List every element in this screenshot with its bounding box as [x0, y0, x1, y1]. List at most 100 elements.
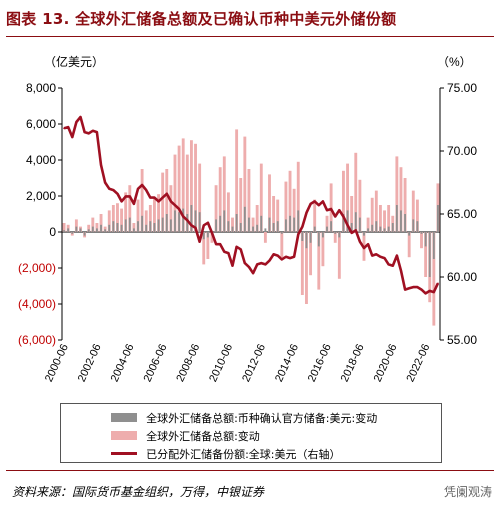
total-change-bar	[218, 167, 222, 232]
usd-share-point	[211, 232, 213, 234]
total-change-bar	[424, 232, 428, 277]
total-change-bar	[202, 232, 206, 265]
legend-swatch-usd-share	[111, 452, 137, 455]
usd-change-bar	[100, 224, 102, 232]
total-change-bar	[206, 232, 210, 259]
usd-change-bar	[132, 228, 135, 232]
usd-share-point	[301, 225, 304, 228]
left-tick-label: 0	[49, 225, 56, 239]
usd-share-point	[63, 127, 65, 130]
total-change-bar	[251, 217, 255, 232]
usd-share-line-group	[63, 115, 440, 295]
usd-change-bar	[215, 219, 218, 232]
total-change-bar	[342, 170, 345, 232]
usd-change-bar	[280, 232, 283, 234]
usd-share-point	[396, 254, 398, 257]
usd-change-bar	[276, 221, 279, 232]
total-change-bar	[383, 210, 386, 232]
usd-share-point	[289, 257, 291, 259]
total-change-bar	[247, 169, 251, 232]
total-change-bar	[268, 174, 271, 232]
usd-share-point	[313, 200, 316, 203]
usd-change-bar	[404, 214, 407, 232]
usd-change-bar	[206, 232, 209, 238]
total-change-bar	[321, 232, 325, 267]
total-change-bar	[403, 178, 407, 232]
usd-change-bar	[321, 232, 324, 238]
usd-change-bar	[400, 210, 402, 232]
right-tick-label: 55.00	[447, 333, 477, 347]
total-change-bar	[144, 210, 148, 232]
usd-share-point	[309, 203, 312, 205]
usd-share-point	[161, 196, 164, 199]
usd-change-bar	[137, 221, 139, 232]
usd-share-point	[149, 196, 152, 199]
usd-share-point	[120, 200, 123, 203]
x-tick-label: 2000-06	[43, 342, 71, 384]
total-change-bar	[177, 145, 181, 232]
usd-share-point	[231, 264, 234, 267]
total-change-bar	[128, 185, 132, 232]
usd-change-bar	[358, 217, 361, 232]
left-tick-label: (6,000)	[18, 333, 56, 347]
usd-share-point	[428, 290, 431, 292]
usd-share-point	[412, 286, 415, 288]
total-change-bar	[231, 217, 234, 232]
total-change-bar	[62, 223, 66, 232]
usd-share-point	[128, 195, 131, 198]
total-change-bar	[415, 199, 419, 232]
usd-change-bar	[71, 232, 74, 234]
total-change-bar	[107, 210, 111, 232]
usd-share-point	[186, 219, 189, 222]
usd-share-point	[239, 248, 242, 251]
usd-share-point	[227, 252, 230, 254]
usd-change-bar	[354, 212, 357, 232]
total-change-bar	[226, 192, 230, 232]
total-change-bar	[387, 205, 391, 232]
usd-change-bar	[194, 210, 197, 232]
left-unit-label: （亿美元）	[44, 54, 104, 69]
x-tick-label: 2016-06	[306, 342, 334, 384]
usd-change-bar	[174, 210, 176, 232]
usd-share-point	[281, 258, 283, 261]
total-change-bar	[136, 199, 140, 232]
usd-change-bar	[260, 215, 263, 232]
usd-change-bar	[198, 212, 201, 232]
total-change-bar	[317, 232, 321, 290]
usd-share-point	[219, 243, 221, 246]
legend-swatch-total-change	[111, 431, 137, 440]
usd-share-point	[297, 233, 300, 235]
total-change-bars	[62, 129, 440, 326]
usd-change-bar	[383, 228, 386, 232]
usd-share-point	[256, 263, 258, 266]
total-change-bar	[325, 215, 329, 232]
usd-change-bar	[235, 214, 238, 232]
usd-change-bar	[190, 205, 193, 232]
total-change-bar	[157, 194, 160, 232]
usd-change-bar	[317, 232, 320, 247]
usd-change-bar	[223, 210, 226, 232]
usd-change-bar	[149, 221, 152, 232]
usd-share-point	[334, 215, 337, 218]
usd-change-bar	[169, 219, 172, 232]
usd-change-bar	[432, 232, 435, 259]
total-change-bar	[210, 232, 214, 243]
usd-change-bar	[182, 208, 185, 232]
watermark: 凭阑观涛	[443, 485, 492, 499]
total-change-bar	[292, 188, 296, 232]
usd-change-bar	[231, 226, 234, 232]
total-change-bar	[181, 138, 185, 232]
usd-change-bar	[293, 217, 296, 232]
usd-change-bar	[424, 232, 427, 247]
total-change-bar	[165, 169, 169, 232]
total-change-bar	[255, 205, 259, 232]
legend-label-usd-share: 已分配外汇储备份额:全球:美元（右轴）	[146, 447, 341, 461]
usd-share-point	[92, 130, 94, 132]
usd-share-point	[404, 288, 406, 291]
usd-change-bar	[153, 223, 156, 232]
usd-share-point	[153, 196, 156, 199]
chart-title: 图表 13. 全球外汇储备总额及已确认币种中美元外储份额	[6, 10, 397, 28]
right-unit-label: （%）	[437, 55, 472, 69]
x-tick-label: 2018-06	[339, 342, 367, 384]
usd-share-point	[165, 193, 168, 195]
